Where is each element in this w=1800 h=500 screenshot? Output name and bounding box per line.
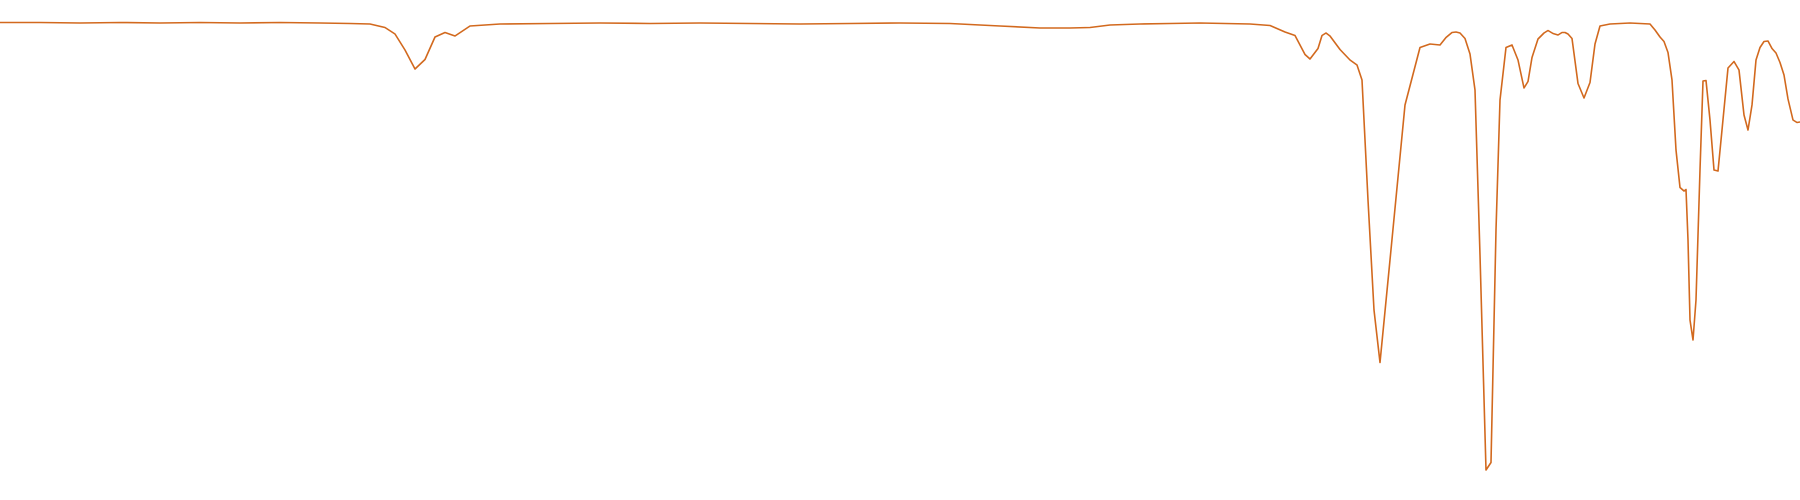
series-line-0 <box>0 21 1800 471</box>
series-layer <box>0 21 1800 471</box>
